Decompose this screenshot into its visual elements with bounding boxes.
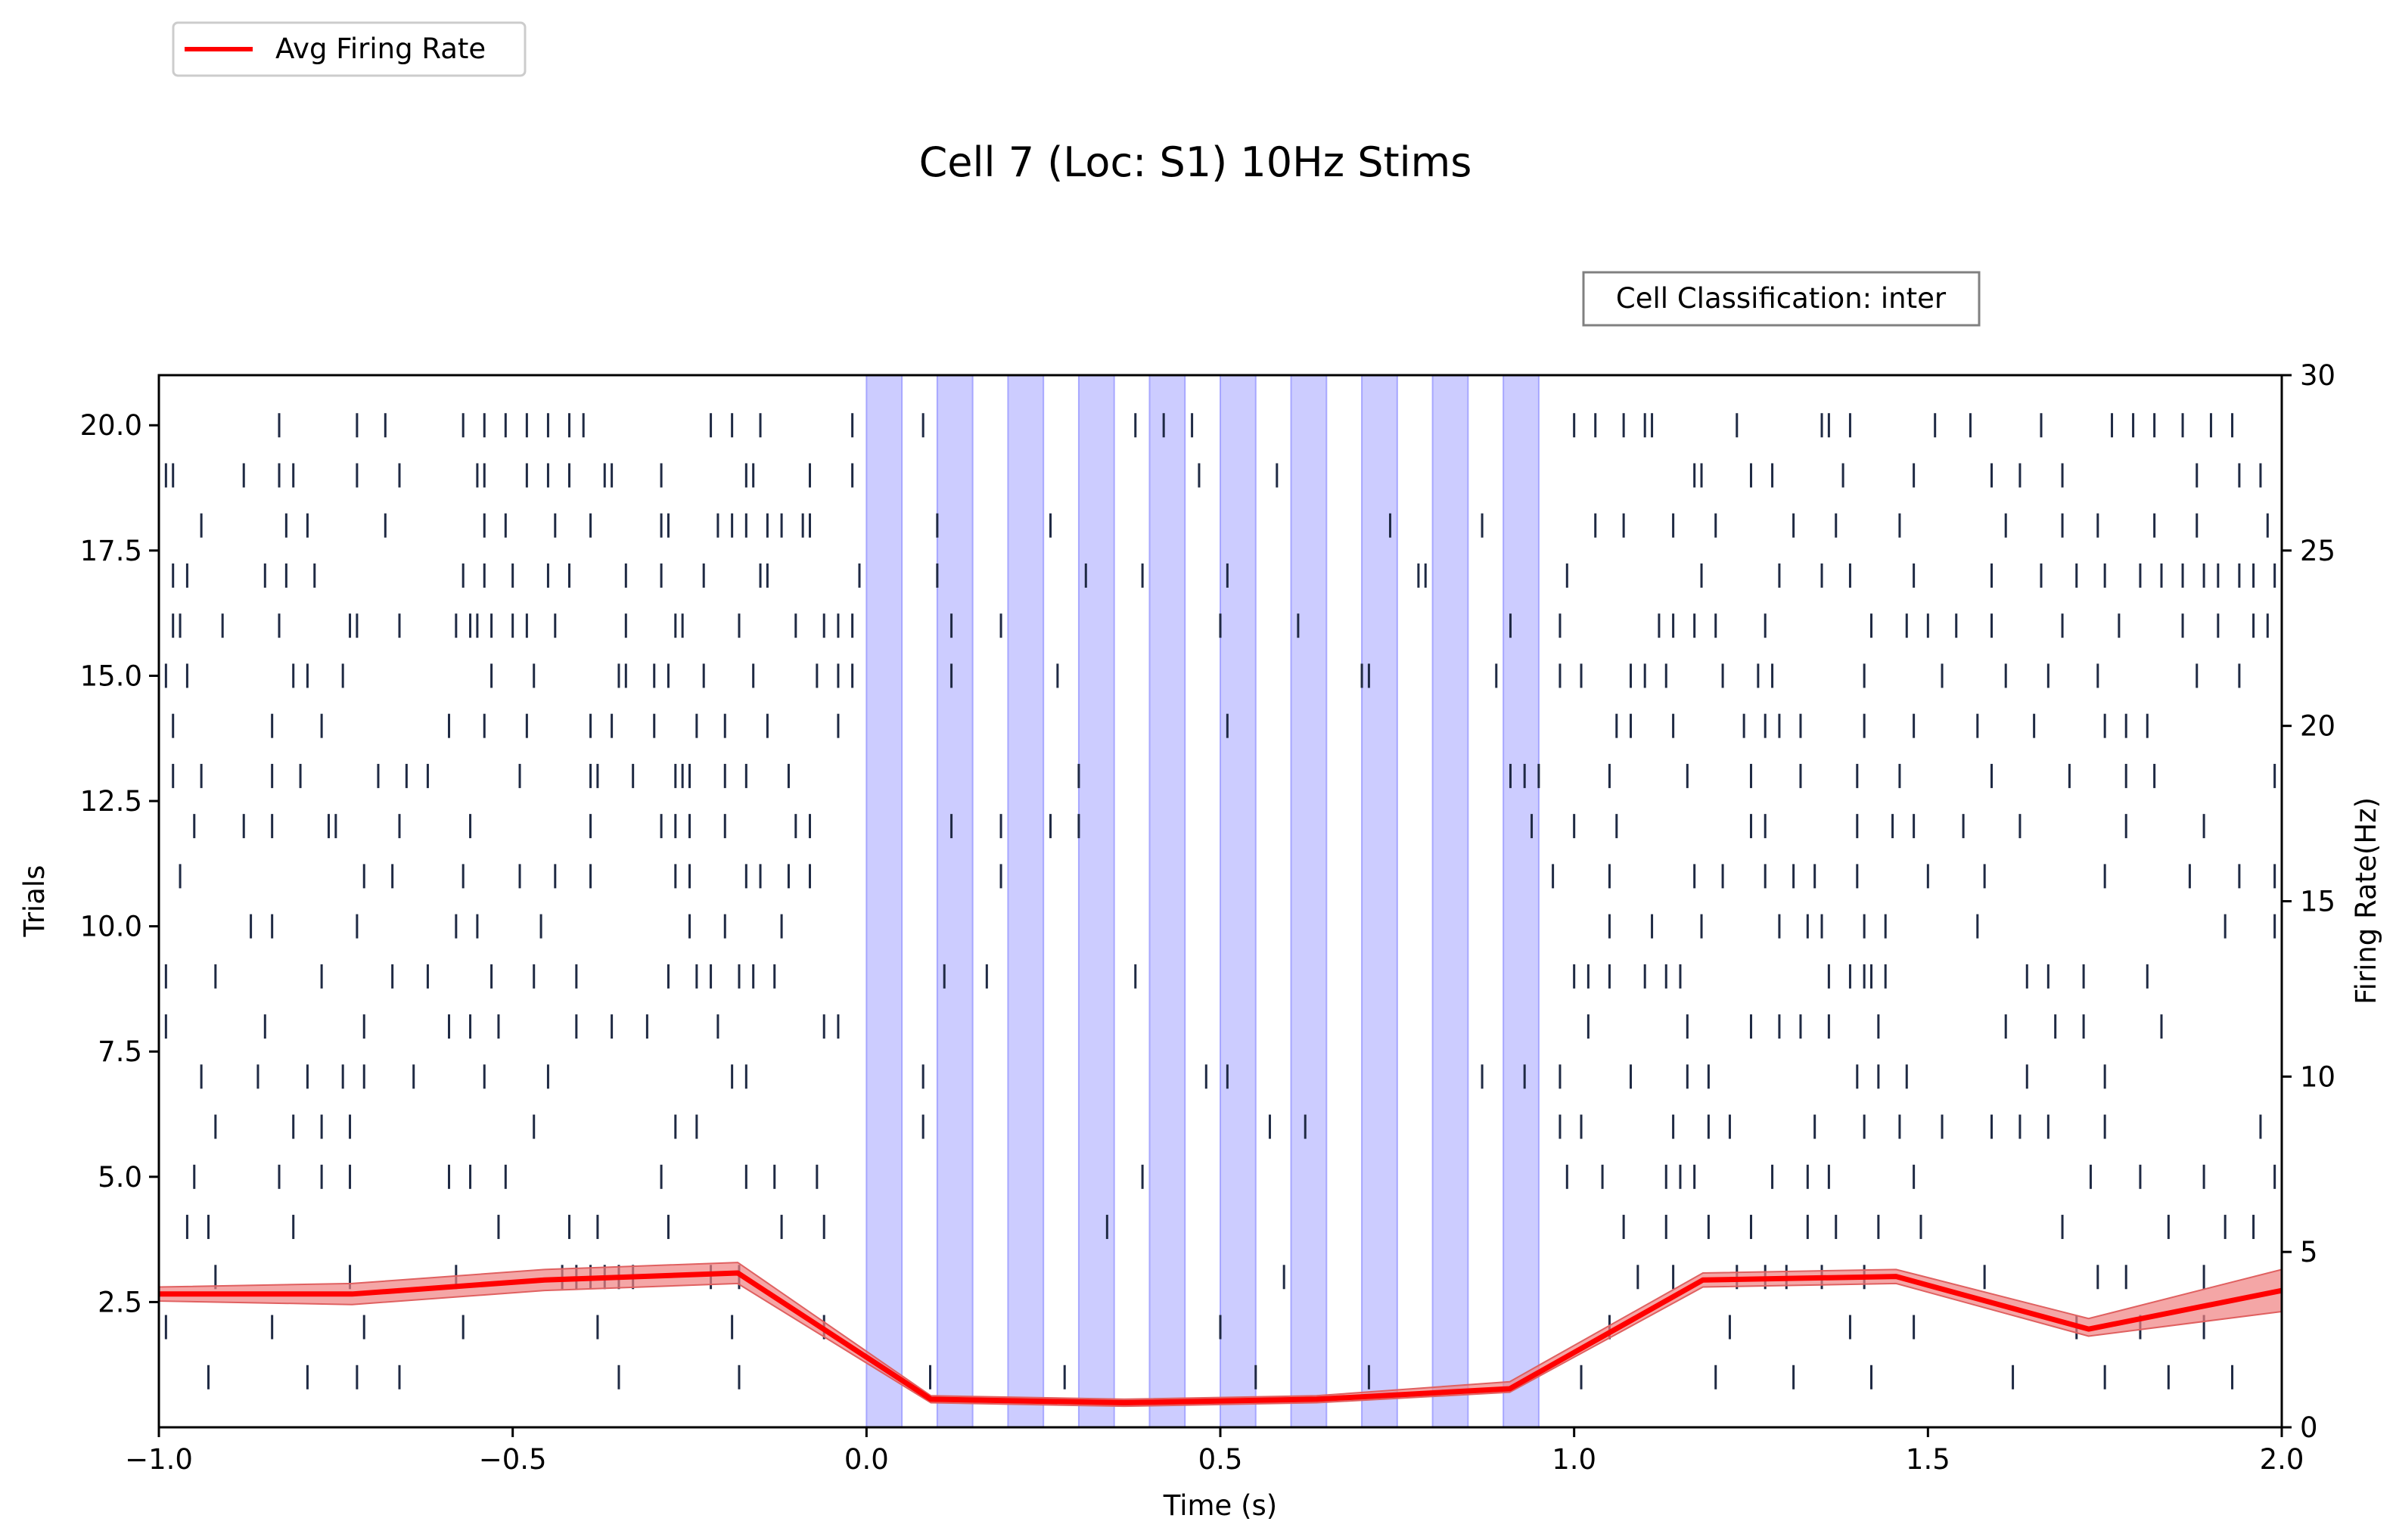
x-tick-label: −0.5 xyxy=(479,1443,547,1476)
left-y-tick-label: 12.5 xyxy=(80,785,142,818)
left-y-tick-label: 20.0 xyxy=(80,409,142,442)
right-y-tick-label: 30 xyxy=(2300,359,2335,392)
stim-interval-2 xyxy=(1007,374,1045,1428)
left-y-axis-label: Trials xyxy=(18,865,51,938)
right-y-tick-label: 0 xyxy=(2300,1411,2318,1444)
x-axis-ticks: −1.0 −0.5 0.0 0.5 1.0 1.5 2.0 xyxy=(125,1427,2304,1476)
legend-entry-label: Avg Firing Rate xyxy=(275,33,486,65)
stim-interval-7 xyxy=(1361,374,1398,1428)
classification-box xyxy=(1582,271,1981,327)
left-y-tick-label: 10.0 xyxy=(80,911,142,943)
spike-raster xyxy=(157,413,2276,1389)
stim-interval-1 xyxy=(936,374,974,1428)
stim-interval-8 xyxy=(1431,374,1469,1428)
chart-title: Cell 7 (Loc: S1) 10Hz Stims xyxy=(919,138,1472,186)
classification-text: Cell Classification: inter xyxy=(1616,282,1947,315)
stim-interval-4 xyxy=(1148,374,1186,1428)
x-tick-label: 1.5 xyxy=(1906,1443,1950,1476)
left-y-tick-label: 5.0 xyxy=(98,1161,142,1194)
classification-annotation: Cell Classification: inter xyxy=(1582,271,1981,327)
x-tick-label: 0.0 xyxy=(844,1443,889,1476)
legend-box xyxy=(172,21,527,77)
right-y-tick-label: 10 xyxy=(2300,1060,2335,1093)
firing-rate-line xyxy=(159,1270,2283,1406)
right-y-tick-label: 20 xyxy=(2300,710,2335,743)
right-y-tick-label: 25 xyxy=(2300,535,2335,567)
left-y-tick-label: 15.0 xyxy=(80,660,142,692)
right-y-axis-label: Firing Rate(Hz) xyxy=(2350,797,2382,1004)
stim-interval-0 xyxy=(865,374,903,1428)
stim-interval-5 xyxy=(1220,374,1257,1428)
x-tick-label: 2.0 xyxy=(2260,1443,2304,1476)
x-axis-label: Time (s) xyxy=(1163,1489,1277,1522)
left-y-axis-ticks: 2.5 5.0 7.5 10.0 12.5 15.0 17.5 20.0 xyxy=(80,409,159,1318)
left-y-tick-label: 2.5 xyxy=(98,1286,142,1318)
x-tick-label: 1.0 xyxy=(1552,1443,1596,1476)
right-y-tick-label: 5 xyxy=(2300,1236,2318,1268)
left-y-tick-label: 7.5 xyxy=(98,1035,142,1068)
right-y-axis-ticks: 0 5 10 15 20 25 30 xyxy=(2282,359,2335,1444)
legend[interactable]: Avg Firing Rate xyxy=(172,21,527,77)
x-tick-label: 0.5 xyxy=(1198,1443,1243,1476)
left-y-tick-label: 17.5 xyxy=(80,535,142,567)
stim-interval-9 xyxy=(1503,374,1540,1428)
right-y-tick-label: 15 xyxy=(2300,886,2335,918)
stim-interval-3 xyxy=(1077,374,1115,1428)
stim-intervals xyxy=(865,374,1540,1428)
stim-interval-6 xyxy=(1290,374,1328,1428)
x-tick-label: −1.0 xyxy=(125,1443,193,1476)
